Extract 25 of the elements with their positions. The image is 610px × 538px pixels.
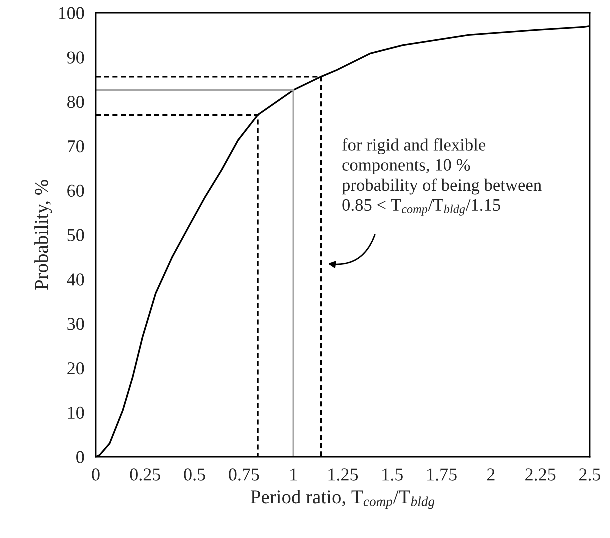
y-tick-label: 20 <box>68 362 84 375</box>
y-tick-label: 40 <box>67 274 84 286</box>
x-tick-label: 1.75 <box>428 468 457 481</box>
y-tick-label: 80 <box>68 96 84 108</box>
y-tick-label: 50 <box>68 229 84 242</box>
x-tick-label: 0 <box>92 468 100 481</box>
y-tick-label: 60 <box>68 184 84 198</box>
y-tick-label: 10 <box>68 406 84 420</box>
x-tick-label: 1.25 <box>328 468 358 481</box>
x-tick-label: 2.5 <box>580 468 601 481</box>
y-tick-label: 90 <box>67 52 84 64</box>
annotation: for rigid and flexible components, 10 % probability of being between 0.85 < T$_{comp}$/T$_{bldg}$/1.15 <box>342 138 542 216</box>
x-tick-label: 1.5 <box>382 468 403 481</box>
y-tick-label: 70 <box>68 140 84 153</box>
x-tick-label: 0.75 <box>229 468 260 481</box>
y-axis-title: Probability, % <box>34 180 52 290</box>
x-tick-label: 0.5 <box>184 468 206 481</box>
y-tick-label: 30 <box>68 318 84 330</box>
y-tick-label: 100 <box>59 7 84 20</box>
x-tick-label: 0.25 <box>130 468 160 481</box>
x-tick-label: 1 <box>290 468 298 481</box>
x-axis-title: Period ratio, T$_{comp}$/T$_{bldg}$ <box>251 490 435 510</box>
x-tick-label: 2 <box>487 468 495 481</box>
x-tick-label: 2.25 <box>526 468 556 481</box>
y-tick-label: 0 <box>76 451 84 464</box>
